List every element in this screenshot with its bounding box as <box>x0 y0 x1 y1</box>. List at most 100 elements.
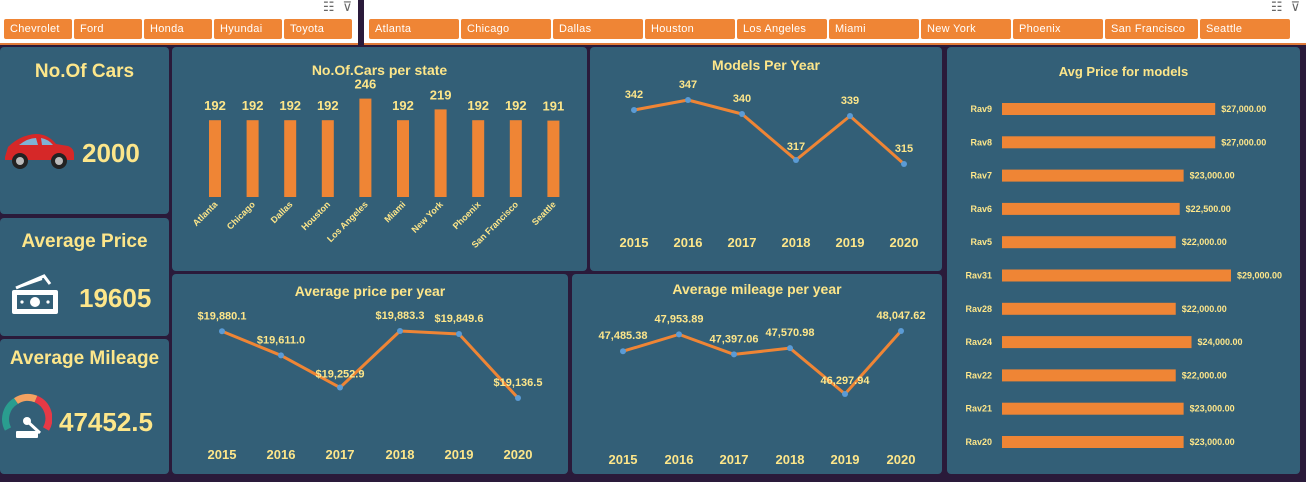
data-point <box>842 391 848 397</box>
models-per-year-panel: Models Per Year 342 2015 347 2016 340 2017 317… <box>590 47 942 271</box>
make-button-chevrolet[interactable]: Chevrolet <box>4 19 72 39</box>
data-point <box>793 157 799 163</box>
kpi-mileage-title: Average Mileage <box>9 348 160 369</box>
data-point <box>337 384 343 391</box>
bar <box>1002 202 1180 215</box>
mileage-per-year-title: Average mileage per year <box>672 281 842 297</box>
make-button-hyundai[interactable]: Hyundai <box>214 19 282 39</box>
data-label: 47,570.98 <box>766 327 815 339</box>
bar <box>284 120 297 197</box>
data-label: 192 <box>317 98 339 113</box>
bar <box>1002 236 1176 249</box>
data-label: $24,000.00 <box>1198 337 1243 347</box>
x-tick-label: 2017 <box>720 452 749 467</box>
x-tick-label: Phoenix <box>451 199 483 231</box>
data-label: $19,136.5 <box>494 377 543 389</box>
y-tick-label: Rav8 <box>970 137 992 147</box>
city-button-san-francisco[interactable]: San Francisco <box>1105 19 1198 39</box>
data-label: 246 <box>355 77 377 92</box>
city-slicer-tools: ☷ ⊽ <box>1271 0 1300 16</box>
x-tick-label: 2015 <box>609 452 638 467</box>
make-button-toyota[interactable]: Toyota <box>284 19 352 39</box>
data-label: 339 <box>841 95 859 107</box>
city-button-dallas[interactable]: Dallas <box>553 19 643 39</box>
make-slicer-tools: ☷ ⊽ <box>323 0 352 16</box>
city-button-phoenix[interactable]: Phoenix <box>1013 19 1103 39</box>
city-button-seattle[interactable]: Seattle <box>1200 19 1290 39</box>
city-button-atlanta[interactable]: Atlanta <box>369 19 459 39</box>
x-tick-label: 2020 <box>890 235 919 250</box>
x-tick-label: 2019 <box>831 452 860 467</box>
price-per-year-chart: $19,880.1 2015 $19,611.0 2016 $19,252.9 2017 $… <box>198 310 543 462</box>
avg-price-models-panel: Avg Price for models Rav9 $27,000.00 Rav8 $… <box>947 47 1300 474</box>
clear-filter-icon[interactable]: ⊽ <box>342 0 352 15</box>
data-label: 191 <box>543 99 565 114</box>
bar <box>434 109 447 197</box>
bar <box>1002 269 1231 282</box>
city-button-houston[interactable]: Houston <box>645 19 735 39</box>
y-tick-label: Rav6 <box>970 204 992 214</box>
clear-filter-icon[interactable]: ⊽ <box>1290 0 1300 15</box>
y-tick-label: Rav9 <box>970 104 992 114</box>
city-button-chicago[interactable]: Chicago <box>461 19 551 39</box>
cars-per-state-chart: 192 Atlanta 192 Chicago 192 Dallas 192 Houston 2… <box>191 77 565 250</box>
data-point <box>397 328 403 334</box>
data-label: 347 <box>679 79 697 91</box>
bar <box>1002 103 1216 115</box>
kpi-price-title: Average Price <box>21 231 148 252</box>
data-label: 47,397.06 <box>710 333 759 345</box>
x-tick-label: 2018 <box>386 447 415 462</box>
data-point <box>515 395 521 401</box>
x-tick-label: Houston <box>299 199 332 232</box>
x-tick-label: 2016 <box>267 447 296 462</box>
city-button-new-york[interactable]: New York <box>921 19 1011 39</box>
data-label: 48,047.62 <box>877 310 926 322</box>
cars-per-state-panel: No.Of.Cars per state 192 Atlanta 192 Chicag… <box>172 47 587 271</box>
data-label: 192 <box>467 98 489 113</box>
data-label: $19,849.6 <box>435 313 484 325</box>
data-point <box>219 328 225 335</box>
y-tick-label: Rav31 <box>965 271 992 281</box>
bar <box>246 120 259 197</box>
data-point <box>847 113 853 119</box>
data-point <box>676 331 682 338</box>
data-label: $22,000.00 <box>1182 237 1227 247</box>
x-tick-label: Dallas <box>269 199 295 225</box>
kpi-mileage-value: 47452.5 <box>59 407 153 437</box>
data-point <box>631 107 637 113</box>
bar <box>397 120 409 197</box>
multi-select-icon[interactable]: ☷ <box>322 0 335 15</box>
bar <box>1002 436 1184 448</box>
make-slicer: ☷ ⊽ Chevrolet Ford Honda Hyundai Toyota <box>0 0 358 45</box>
data-label: $23,000.00 <box>1190 404 1235 414</box>
x-tick-label: 2019 <box>445 447 474 462</box>
make-button-honda[interactable]: Honda <box>144 19 212 39</box>
data-label: $19,883.3 <box>376 310 425 322</box>
price-per-year-panel: Average price per year $19,880.1 2015 $19,… <box>172 274 568 474</box>
y-tick-label: Rav28 <box>965 304 992 314</box>
y-tick-label: Rav5 <box>970 237 992 247</box>
data-label: 192 <box>392 98 414 113</box>
x-tick-label: 2020 <box>887 452 916 467</box>
bar <box>321 120 334 197</box>
bar <box>1002 169 1184 182</box>
multi-select-icon[interactable]: ☷ <box>1270 0 1283 15</box>
city-button-los-angeles[interactable]: Los Angeles <box>737 19 827 39</box>
data-point <box>731 351 737 358</box>
x-tick-label: 2015 <box>208 447 237 462</box>
kpi-cars-card: No.Of Cars 2000 <box>0 47 169 214</box>
y-tick-label: Rav20 <box>965 437 992 447</box>
data-point <box>685 97 691 103</box>
data-point <box>620 348 626 355</box>
x-tick-label: 2020 <box>504 447 533 462</box>
kpi-price-value: 19605 <box>79 283 152 313</box>
x-tick-label: 2017 <box>728 235 757 250</box>
x-tick-label: 2019 <box>836 235 865 250</box>
bar <box>509 120 522 197</box>
models-per-year-title: Models Per Year <box>712 57 820 73</box>
make-button-ford[interactable]: Ford <box>74 19 142 39</box>
city-button-miami[interactable]: Miami <box>829 19 919 39</box>
data-label: $22,000.00 <box>1182 370 1227 380</box>
data-label: $22,500.00 <box>1186 204 1231 214</box>
data-label: 192 <box>505 98 527 113</box>
